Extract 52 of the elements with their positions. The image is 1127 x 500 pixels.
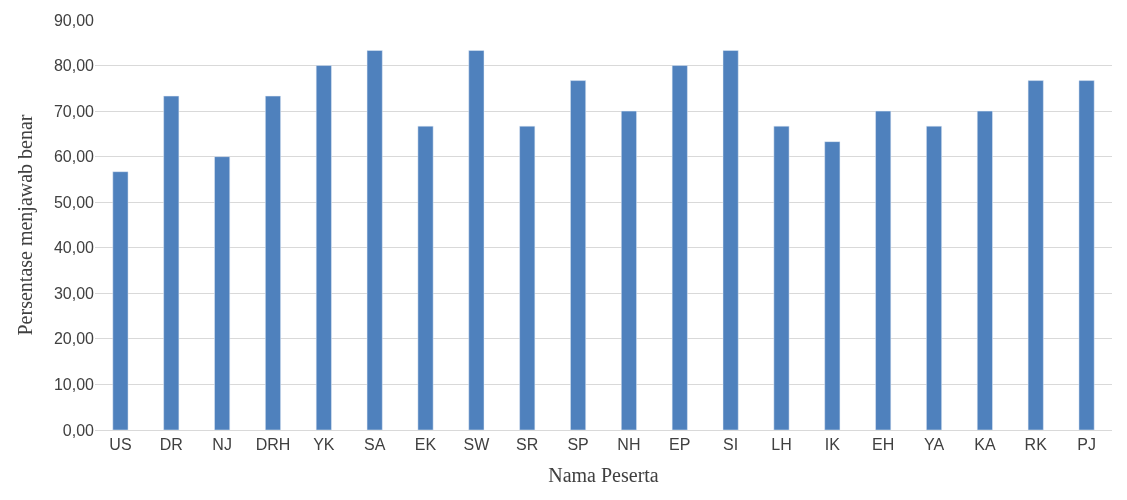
y-tick-label: 90,00: [53, 11, 95, 29]
bar: [875, 110, 892, 430]
bar: [824, 141, 841, 430]
x-tick-label: RK: [1024, 436, 1048, 454]
y-tick-label: 50,00: [53, 193, 95, 211]
bar: [417, 125, 434, 430]
bar: [1027, 80, 1044, 430]
y-tick-label: 80,00: [53, 57, 95, 75]
bar: [214, 156, 230, 430]
bar: [163, 95, 180, 430]
x-axis-title: Nama Peserta: [548, 463, 659, 486]
bar: [1078, 80, 1095, 430]
bar: [366, 50, 383, 430]
y-tick-label: 60,00: [53, 148, 95, 166]
y-tick-label: 20,00: [53, 330, 95, 348]
bar: [519, 125, 536, 430]
x-tick-label: IK: [824, 436, 841, 454]
x-tick-label: SI: [723, 436, 739, 454]
x-tick-label: PJ: [1077, 436, 1096, 454]
bar: [570, 80, 586, 430]
x-tick-label: YA: [923, 436, 945, 454]
y-tick-label: 40,00: [53, 239, 95, 257]
x-tick-label: YK: [313, 436, 335, 454]
bar: [722, 50, 739, 430]
x-tick-label: SP: [567, 436, 589, 454]
x-tick-label: LH: [771, 436, 792, 454]
x-tick-label: SW: [463, 436, 491, 454]
bar: [773, 125, 790, 430]
bar: [671, 65, 688, 430]
bar: [315, 65, 332, 430]
y-tick-label: 70,00: [53, 102, 95, 120]
y-axis-title: Persentase menjawab benar: [14, 114, 38, 336]
bar: [468, 50, 485, 430]
x-tick-label: US: [109, 436, 132, 454]
x-tick-label: DR: [159, 436, 183, 454]
y-tick-label: 10,00: [53, 376, 95, 394]
y-tick-label: 0,00: [62, 421, 95, 439]
bar: [926, 125, 942, 430]
bar: [112, 171, 129, 430]
bar: [265, 95, 281, 430]
x-tick-label: NH: [617, 436, 641, 454]
bar: [977, 110, 993, 430]
x-tick-label: EH: [872, 436, 895, 454]
x-tick-label: SA: [364, 436, 386, 454]
x-tick-label: KA: [974, 436, 996, 454]
bar: [621, 110, 637, 430]
x-tick-label: SR: [516, 436, 539, 454]
x-tick-label: DRH: [255, 436, 291, 454]
y-tick-label: 30,00: [53, 284, 95, 302]
x-tick-label: NJ: [212, 436, 232, 454]
x-tick-label: EK: [414, 436, 437, 454]
x-tick-label: EP: [669, 436, 691, 454]
